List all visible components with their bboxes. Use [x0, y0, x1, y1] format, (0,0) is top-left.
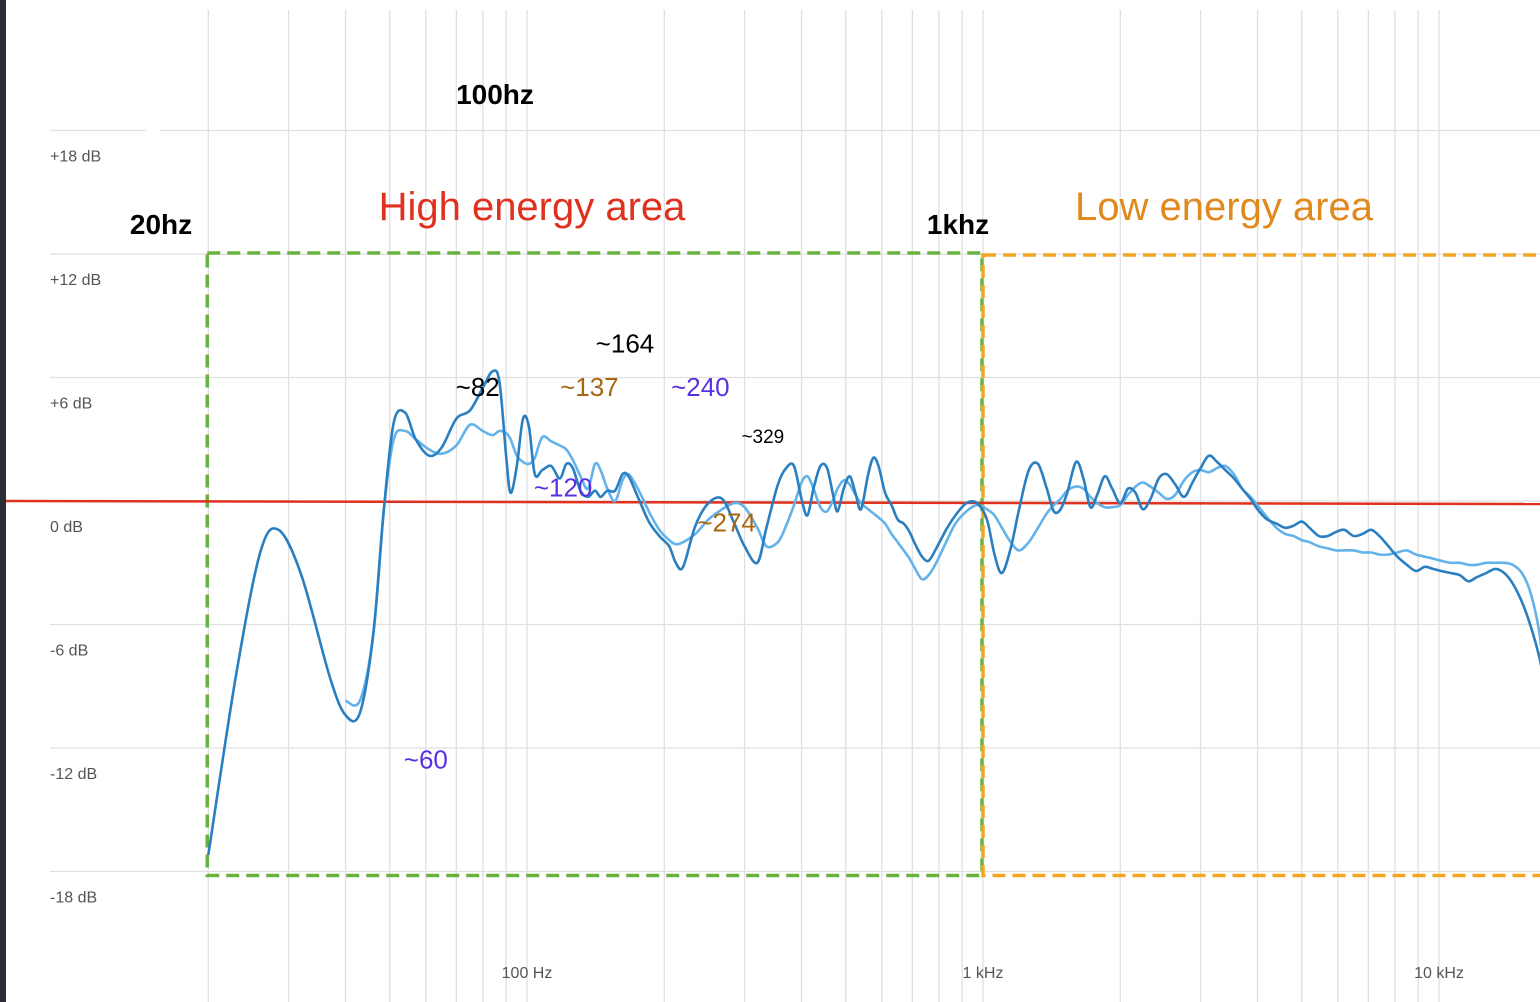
y-tick-label: 0 dB	[50, 519, 83, 536]
peak-label: ~274	[697, 508, 756, 538]
grid	[50, 10, 1540, 1002]
peak-labels: ~82 ~137 ~164 ~240 ~329 ~120 ~274 ~60	[404, 329, 784, 775]
high-energy-region	[205, 251, 984, 878]
peak-label: ~329	[741, 427, 784, 448]
peak-label: ~137	[560, 372, 619, 402]
peak-label: ~164	[596, 329, 655, 359]
marker-20hz: 20hz	[130, 209, 192, 240]
x-tick-label: 1 kHz	[963, 965, 1004, 982]
y-axis: +18 dB +12 dB +6 dB 0 dB -6 dB -12 dB -18 dB	[50, 149, 101, 907]
y-tick-label: +12 dB	[50, 272, 101, 289]
series-line-light	[345, 423, 1540, 707]
low-energy-label: Low energy area	[1075, 185, 1374, 229]
y-tick-label: -12 dB	[50, 766, 97, 783]
series-line-dark	[207, 369, 1540, 856]
window-edge	[0, 0, 6, 1002]
y-tick-label: +18 dB	[50, 149, 101, 166]
peak-label: ~120	[534, 473, 593, 503]
y-tick-label: -18 dB	[50, 890, 97, 907]
x-tick-label: 100 Hz	[502, 965, 553, 982]
peak-label: ~240	[671, 372, 730, 402]
x-tick-label: 10 kHz	[1414, 965, 1464, 982]
marker-100hz: 100hz	[456, 79, 534, 110]
peak-label: ~82	[456, 372, 500, 402]
peak-label: ~60	[404, 744, 448, 774]
x-axis: 100 Hz 1 kHz 10 kHz	[502, 965, 1464, 982]
marker-1khz: 1khz	[927, 209, 989, 240]
y-tick-label: -6 dB	[50, 643, 88, 660]
grid-gap	[146, 126, 160, 136]
regions: High energy area Low energy area	[205, 185, 1540, 878]
y-tick-label: +6 dB	[50, 396, 92, 413]
high-energy-label: High energy area	[379, 185, 687, 229]
frequency-markers: 100hz 20hz 1khz	[130, 79, 989, 240]
series-group	[207, 369, 1540, 856]
low-energy-region	[981, 253, 1540, 878]
